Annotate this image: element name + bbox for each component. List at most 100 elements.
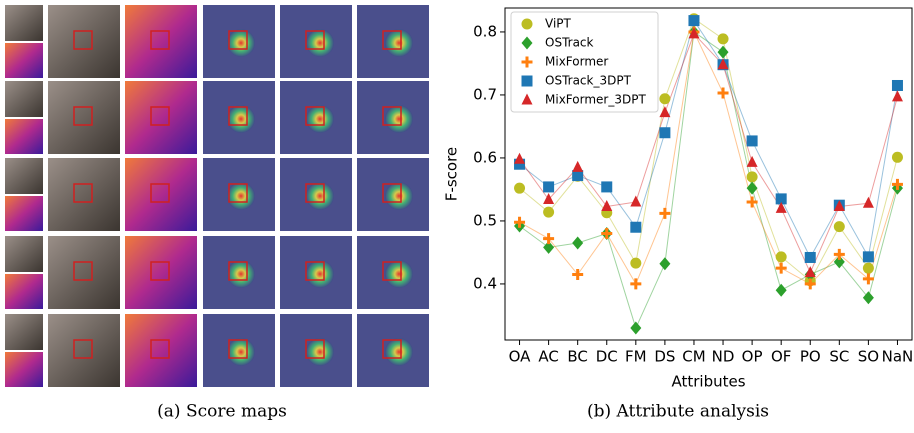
map-tile [48, 314, 120, 387]
marker [891, 79, 903, 91]
marker [833, 248, 845, 260]
thumb-depth [5, 274, 43, 309]
marker [543, 206, 555, 218]
target-box [150, 183, 170, 203]
target-box [73, 30, 93, 50]
marker [601, 199, 613, 211]
marker [659, 257, 671, 271]
marker [688, 27, 700, 39]
heat-spot [227, 260, 255, 288]
target-box [382, 30, 402, 50]
y-tick-label: 0.7 [473, 85, 497, 103]
heat-spot [385, 338, 413, 366]
marker [572, 236, 584, 250]
legend-label: OSTrack [545, 36, 594, 50]
marker [659, 106, 671, 118]
marker [572, 170, 584, 182]
target-box [228, 30, 248, 50]
marker [775, 201, 787, 213]
marker [601, 228, 613, 240]
thumb-rgb [5, 5, 43, 41]
marker [543, 233, 555, 245]
x-tick-label: SC [829, 348, 849, 366]
target-box [382, 339, 402, 359]
marker [543, 193, 555, 205]
thumb-rgb [5, 236, 43, 272]
x-tick-label: PO [800, 348, 821, 366]
legend-label: OSTrack_3DPT [545, 74, 632, 88]
marker [601, 181, 613, 193]
marker [514, 152, 526, 164]
map-tile [125, 314, 197, 387]
x-tick-label: FM [625, 348, 647, 366]
marker [543, 181, 555, 193]
target-box [228, 339, 248, 359]
series-line [519, 30, 898, 286]
map-tile [125, 236, 197, 309]
marker [572, 160, 584, 172]
heat-spot [385, 29, 413, 57]
heat-spot [385, 105, 413, 133]
x-tick-label: ND [712, 348, 735, 366]
marker [572, 268, 584, 280]
marker [514, 158, 526, 170]
marker [775, 283, 787, 297]
marker [891, 90, 903, 102]
thumb-depth [5, 196, 43, 231]
heat-spot [227, 29, 255, 57]
x-tick-label: OP [742, 348, 763, 366]
heat-spot [385, 182, 413, 210]
y-tick-label: 0.5 [473, 211, 497, 229]
marker [746, 135, 758, 147]
map-tile [125, 5, 197, 78]
target-box [382, 261, 402, 281]
marker [514, 182, 526, 194]
marker [862, 251, 874, 263]
map-tile [125, 158, 197, 231]
x-tick-label: OF [771, 348, 791, 366]
plot-frame [504, 7, 913, 341]
marker [630, 278, 642, 290]
thumb-rgb [5, 81, 43, 117]
target-box [382, 106, 402, 126]
marker [688, 15, 700, 27]
marker [630, 195, 642, 207]
x-tick-label: SO [858, 348, 879, 366]
marker [521, 93, 533, 105]
x-tick-label: AC [538, 348, 558, 366]
marker [514, 216, 526, 228]
target-box [150, 339, 170, 359]
y-tick-label: 0.4 [473, 274, 497, 292]
marker [746, 196, 758, 208]
heat-spot [306, 338, 334, 366]
marker [862, 262, 874, 274]
marker [862, 196, 874, 208]
target-box [228, 183, 248, 203]
target-box [73, 339, 93, 359]
marker [804, 266, 816, 278]
target-box [150, 261, 170, 281]
series-line [519, 17, 898, 282]
map-tile [48, 81, 120, 154]
target-box [73, 106, 93, 126]
heat-spot [227, 182, 255, 210]
marker [717, 33, 729, 45]
marker [746, 171, 758, 183]
target-box [150, 30, 170, 50]
heat-spot [227, 105, 255, 133]
target-box [305, 30, 325, 50]
marker [775, 251, 787, 263]
marker [804, 251, 816, 263]
marker [833, 255, 845, 269]
marker [833, 199, 845, 211]
marker [659, 207, 671, 219]
x-tick-label: DS [654, 348, 675, 366]
marker [521, 75, 533, 87]
map-tile [125, 81, 197, 154]
caption: (a) Score maps [157, 402, 287, 422]
target-box [305, 261, 325, 281]
legend-label: MixFormer_3DPT [545, 93, 646, 107]
x-tick-label: DC [596, 348, 618, 366]
target-box [150, 106, 170, 126]
